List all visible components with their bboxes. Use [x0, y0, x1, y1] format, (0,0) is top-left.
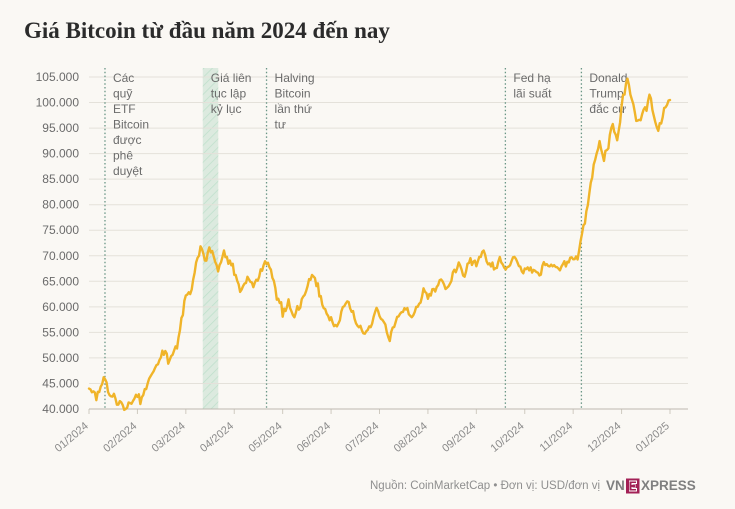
svg-text:tục lập: tục lập: [211, 87, 247, 101]
svg-text:04/2024: 04/2024: [198, 420, 236, 455]
svg-text:quỹ: quỹ: [113, 87, 132, 101]
svg-text:kỷ lục: kỷ lục: [211, 102, 242, 116]
svg-text:90.000: 90.000: [42, 147, 79, 161]
svg-text:08/2024: 08/2024: [392, 420, 430, 455]
svg-text:lần thứ: lần thứ: [275, 102, 312, 116]
svg-text:03/2024: 03/2024: [150, 420, 188, 455]
svg-text:được: được: [113, 133, 142, 147]
svg-text:ETF: ETF: [113, 102, 136, 116]
svg-text:12/2024: 12/2024: [585, 420, 623, 455]
svg-text:Trump: Trump: [589, 87, 624, 101]
svg-text:phê: phê: [113, 149, 133, 163]
svg-text:01/2024: 01/2024: [53, 420, 91, 455]
svg-text:02/2024: 02/2024: [101, 420, 139, 455]
svg-text:07/2024: 07/2024: [343, 420, 381, 455]
svg-text:Halving: Halving: [275, 71, 315, 85]
svg-text:tư: tư: [275, 118, 286, 132]
svg-text:lãi suất: lãi suất: [513, 87, 552, 101]
svg-text:60.000: 60.000: [42, 300, 79, 314]
svg-text:06/2024: 06/2024: [295, 420, 333, 455]
svg-text:10/2024: 10/2024: [489, 420, 527, 455]
svg-text:VN: VN: [606, 478, 625, 493]
svg-text:Giá liên: Giá liên: [211, 71, 252, 85]
svg-text:45.000: 45.000: [42, 376, 79, 390]
svg-text:Fed hạ: Fed hạ: [513, 71, 551, 85]
svg-text:65.000: 65.000: [42, 274, 79, 288]
svg-text:duyệt: duyệt: [113, 164, 143, 178]
svg-text:11/2024: 11/2024: [538, 420, 576, 454]
svg-text:Các: Các: [113, 71, 134, 85]
svg-text:50.000: 50.000: [42, 351, 79, 365]
svg-text:01/2025: 01/2025: [634, 420, 672, 455]
svg-text:40.000: 40.000: [42, 402, 79, 416]
svg-text:105.000: 105.000: [36, 70, 80, 84]
svg-text:100.000: 100.000: [36, 96, 80, 110]
svg-text:XPRESS: XPRESS: [641, 478, 696, 493]
svg-text:85.000: 85.000: [42, 172, 79, 186]
svg-text:09/2024: 09/2024: [440, 420, 478, 455]
svg-text:Bitcoin: Bitcoin: [275, 87, 311, 101]
svg-text:70.000: 70.000: [42, 249, 79, 263]
svg-text:80.000: 80.000: [42, 198, 79, 212]
svg-text:95.000: 95.000: [42, 121, 79, 135]
svg-text:55.000: 55.000: [42, 325, 79, 339]
svg-text:Bitcoin: Bitcoin: [113, 118, 149, 132]
svg-text:05/2024: 05/2024: [246, 420, 284, 455]
svg-text:Donald: Donald: [589, 71, 627, 85]
svg-text:75.000: 75.000: [42, 223, 79, 237]
